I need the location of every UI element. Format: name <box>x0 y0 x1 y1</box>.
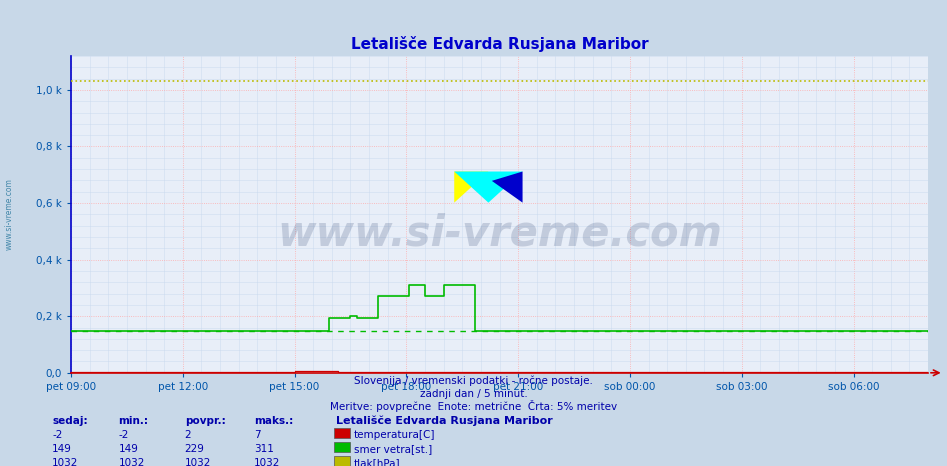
Text: Meritve: povprečne  Enote: metrične  Črta: 5% meritev: Meritve: povprečne Enote: metrične Črta:… <box>330 400 617 411</box>
Text: 311: 311 <box>254 444 274 454</box>
Text: zadnji dan / 5 minut.: zadnji dan / 5 minut. <box>420 389 527 399</box>
Text: 229: 229 <box>185 444 205 454</box>
Title: Letališče Edvarda Rusjana Maribor: Letališče Edvarda Rusjana Maribor <box>350 36 649 52</box>
Text: tlak[hPa]: tlak[hPa] <box>354 458 401 466</box>
Text: smer vetra[st.]: smer vetra[st.] <box>354 444 433 454</box>
Polygon shape <box>455 171 489 203</box>
Text: www.si-vreme.com: www.si-vreme.com <box>5 178 14 250</box>
Text: povpr.:: povpr.: <box>185 416 225 426</box>
Text: temperatura[C]: temperatura[C] <box>354 430 436 440</box>
Text: sedaj:: sedaj: <box>52 416 88 426</box>
Text: 7: 7 <box>254 430 260 440</box>
Polygon shape <box>455 171 523 203</box>
Text: min.:: min.: <box>118 416 149 426</box>
Text: 1032: 1032 <box>52 458 79 466</box>
Text: www.si-vreme.com: www.si-vreme.com <box>277 212 722 254</box>
Polygon shape <box>491 171 523 203</box>
Text: -2: -2 <box>52 430 63 440</box>
Text: 149: 149 <box>52 444 72 454</box>
Text: 149: 149 <box>118 444 138 454</box>
Text: maks.:: maks.: <box>254 416 293 426</box>
Text: 1032: 1032 <box>185 458 211 466</box>
Text: -2: -2 <box>118 430 129 440</box>
Text: 2: 2 <box>185 430 191 440</box>
Text: Slovenija / vremenski podatki - ročne postaje.: Slovenija / vremenski podatki - ročne po… <box>354 376 593 386</box>
Text: 1032: 1032 <box>254 458 280 466</box>
Text: Letališče Edvarda Rusjana Maribor: Letališče Edvarda Rusjana Maribor <box>336 416 553 426</box>
Text: 1032: 1032 <box>118 458 145 466</box>
